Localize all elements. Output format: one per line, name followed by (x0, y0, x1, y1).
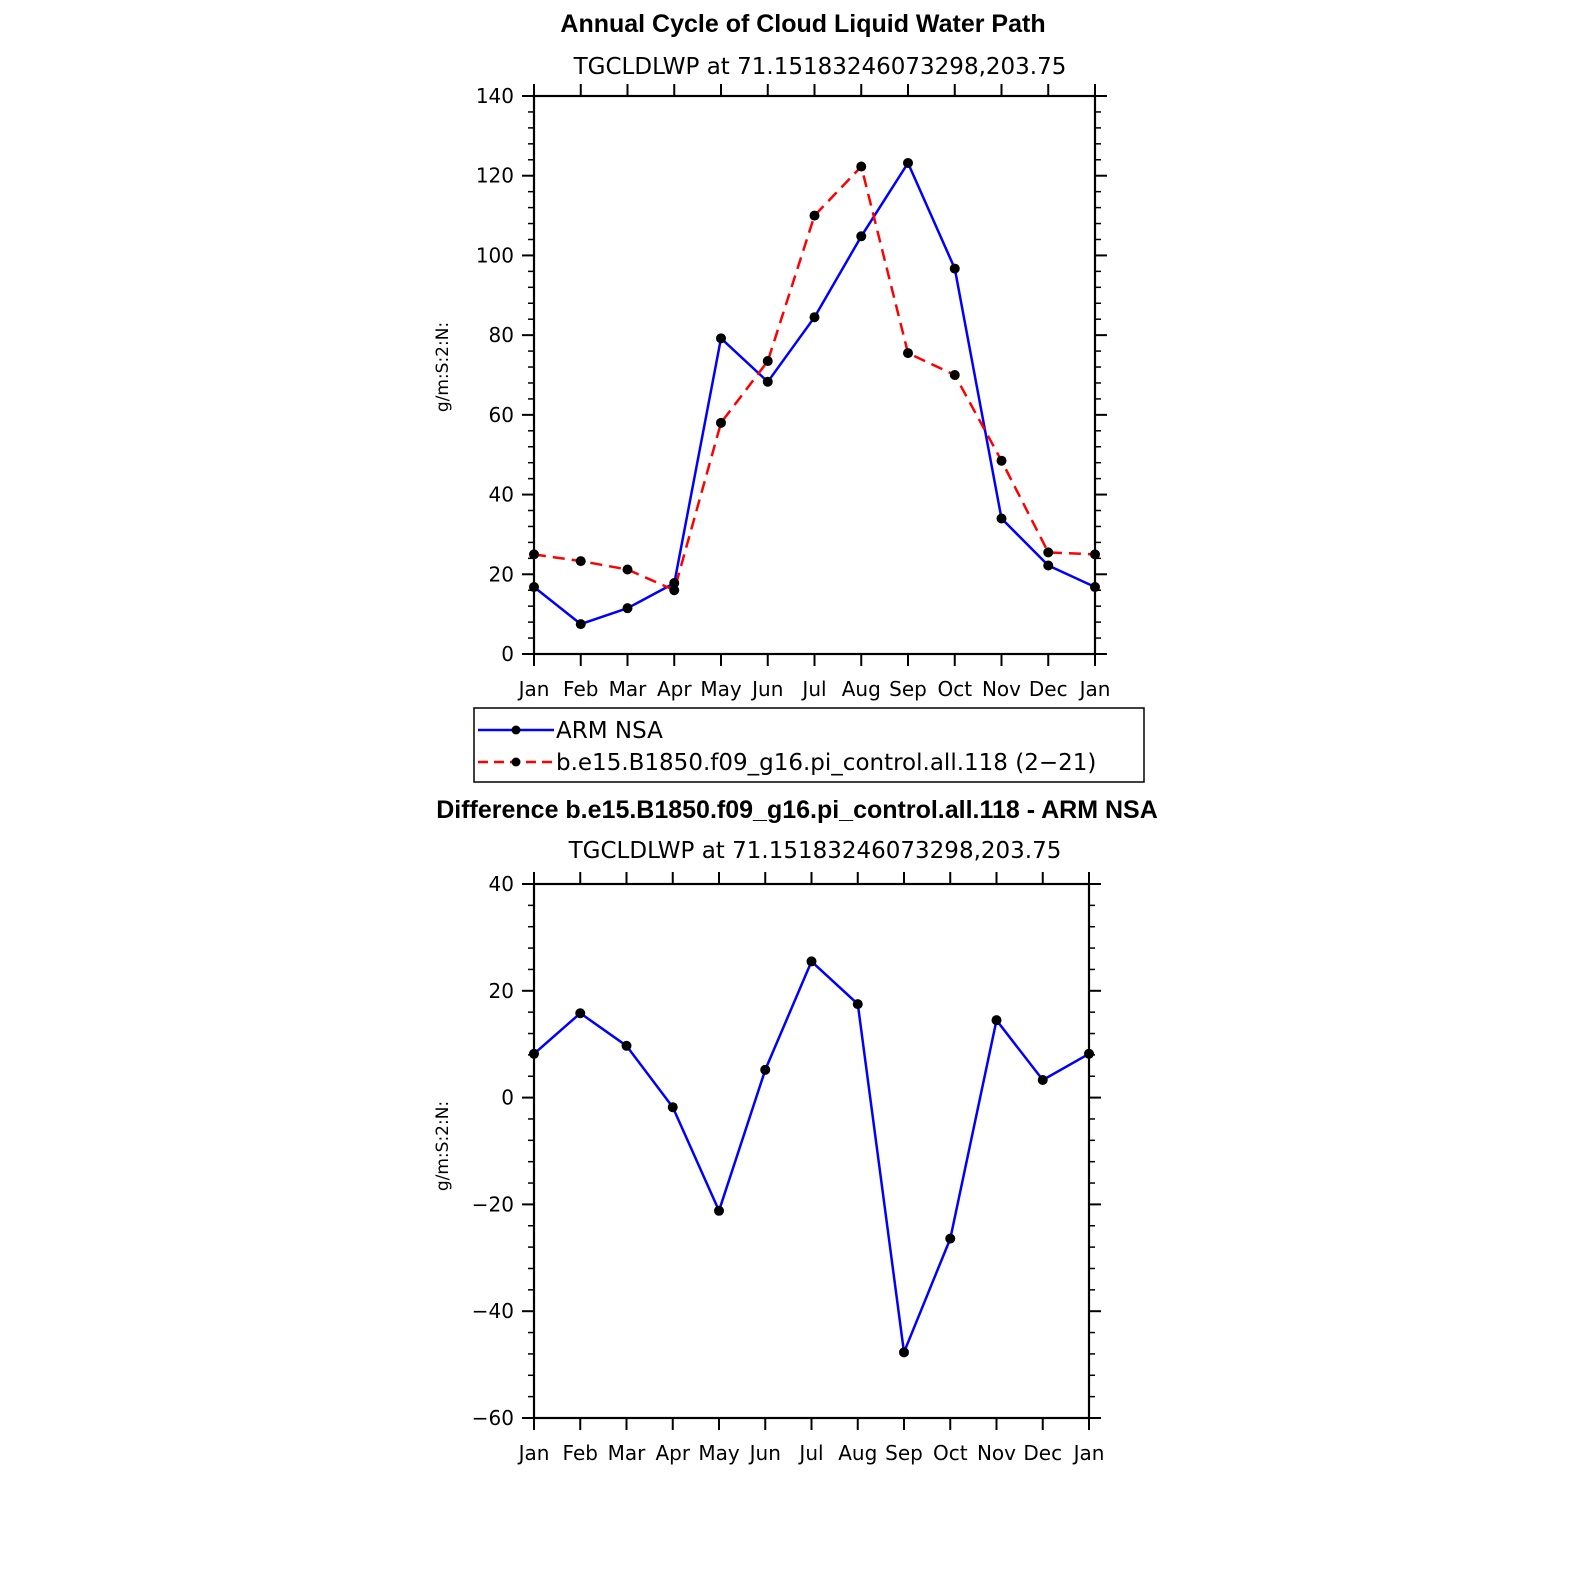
data-point-series-0 (856, 231, 867, 242)
x-tick-label: Jan (517, 1441, 550, 1465)
x-tick-label: Jan (1078, 677, 1111, 701)
data-point-series-0 (621, 1040, 632, 1051)
x-tick-label: Nov (977, 1441, 1016, 1465)
x-tick-label: May (698, 1441, 740, 1465)
y-tick-label: 60 (489, 403, 514, 427)
y-tick-label: 140 (476, 84, 514, 108)
data-point-series-0 (714, 1205, 724, 1216)
chart-subtitle: TGCLDLWP at 71.15183246073298,203.75 (573, 54, 1067, 80)
x-tick-label: Jun (750, 677, 783, 701)
x-tick-label: Nov (982, 677, 1021, 701)
data-point-series-0 (622, 603, 633, 614)
legend-label-model: b.e15.B1850.f09_g16.pi_control.all.118 (… (556, 750, 1096, 776)
data-point-series-0 (899, 1347, 909, 1358)
data-point-series-1 (856, 161, 867, 172)
data-point-series-0 (575, 619, 586, 630)
chart-title: Annual Cycle of Cloud Liquid Water Path (560, 10, 1045, 38)
x-tick-label: Mar (608, 1441, 647, 1465)
x-tick-label: Jul (800, 677, 826, 701)
data-point-series-1 (949, 370, 960, 380)
data-point-series-0 (529, 582, 539, 593)
annual-cycle-chart: Annual Cycle of Cloud Liquid Water Path … (433, 10, 1110, 701)
x-tick-label: Oct (937, 677, 972, 701)
y-tick-label: 120 (476, 164, 514, 188)
difference-chart: Difference b.e15.B1850.f09_g16.pi_contro… (433, 796, 1158, 1465)
data-point-series-0 (809, 312, 820, 323)
data-point-series-1 (809, 210, 820, 221)
data-point-series-0 (669, 578, 680, 589)
plot-area: 0 20 40 60 80 100 120 140 Jan Feb Mar Apr May Jun Jul A… (476, 84, 1111, 701)
data-point-series-0 (806, 956, 817, 967)
y-tick-label: 20 (489, 979, 514, 1003)
chart-title: Difference b.e15.B1850.f09_g16.pi_contro… (436, 796, 1158, 824)
data-point-series-0 (667, 1102, 678, 1113)
x-tick-label: Dec (1023, 1441, 1062, 1465)
data-point-series-0 (529, 1048, 539, 1059)
x-tick-label: Aug (838, 1441, 877, 1465)
plot-frame (532, 94, 1097, 656)
data-point-series-1 (996, 455, 1007, 466)
data-point-series-1 (716, 417, 726, 428)
x-tick-label: Jan (517, 677, 550, 701)
legend-marker-model (511, 757, 521, 767)
data-point-series-1 (1043, 547, 1054, 558)
y-tick-label: −40 (472, 1299, 514, 1323)
y-tick-label: 80 (489, 323, 514, 347)
data-point-series-0 (945, 1233, 956, 1244)
chart-subtitle: TGCLDLWP at 71.15183246073298,203.75 (568, 838, 1062, 864)
data-point-series-1 (1090, 549, 1100, 560)
x-tick-label: Jun (748, 1441, 781, 1465)
series-line-0 (533, 960, 1090, 1354)
y-tick-label: 0 (501, 1086, 514, 1110)
legend: ARM NSA b.e15.B1850.f09_g16.pi_control.a… (473, 707, 1145, 783)
x-tick-label: Sep (885, 1441, 923, 1465)
x-tick-label: Oct (933, 1441, 968, 1465)
x-tick-label: Sep (889, 677, 927, 701)
data-point-series-0 (852, 999, 863, 1010)
data-point-series-0 (716, 333, 726, 344)
data-point-series-1 (762, 356, 773, 367)
data-point-series-0 (1084, 1048, 1094, 1059)
data-point-series-0 (1090, 582, 1100, 593)
x-tick-label: Apr (655, 1441, 690, 1465)
y-tick-label: 20 (489, 562, 514, 586)
y-tick-label: −60 (472, 1406, 514, 1430)
data-point-series-0 (762, 376, 773, 387)
y-tick-label: 40 (489, 872, 514, 896)
x-tick-label: Apr (657, 677, 692, 701)
data-point-series-0 (1043, 560, 1054, 571)
y-tick-label: −20 (472, 1192, 514, 1216)
data-point-series-1 (669, 585, 680, 596)
data-point-series-1 (903, 348, 913, 359)
y-tick-label: 40 (489, 483, 514, 507)
x-tick-label: Feb (563, 677, 598, 701)
y-axis-label: g/m:S:2:N: (433, 1101, 453, 1191)
x-tick-label: Jul (797, 1441, 823, 1465)
data-point-series-1 (529, 549, 539, 560)
x-tick-label: Mar (609, 677, 648, 701)
data-point-series-0 (760, 1064, 771, 1075)
data-point-series-1 (575, 556, 586, 567)
data-point-series-1 (622, 564, 633, 575)
data-point-series-0 (1037, 1074, 1048, 1085)
legend-marker-arm-nsa (511, 725, 521, 735)
legend-box (473, 707, 1145, 783)
x-tick-label: May (700, 677, 742, 701)
y-tick-label: 100 (476, 243, 514, 267)
data-point-series-0 (991, 1015, 1002, 1026)
data-point-series-0 (903, 157, 913, 168)
x-tick-label: Feb (563, 1441, 598, 1465)
x-tick-label: Jan (1072, 1441, 1105, 1465)
x-tick-label: Aug (842, 677, 881, 701)
data-point-series-0 (949, 263, 960, 274)
legend-label-arm-nsa: ARM NSA (556, 718, 663, 744)
y-tick-label: 0 (501, 642, 514, 666)
x-tick-label: Dec (1029, 677, 1068, 701)
plot-area: −60 −40 −20 0 20 40 Jan Feb Mar Apr May Jun Jul Aug Se… (472, 872, 1105, 1465)
data-point-series-0 (575, 1008, 586, 1019)
series-line-0 (533, 161, 1096, 626)
y-axis-label: g/m:S:2:N: (433, 322, 453, 412)
data-point-series-0 (996, 513, 1007, 524)
